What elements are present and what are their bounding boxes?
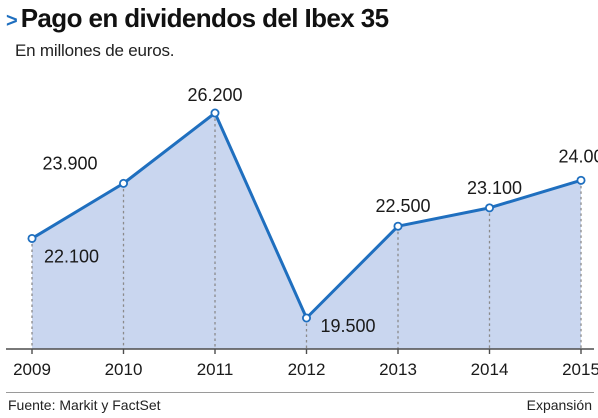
data-labels: 22.100 23.900 26.200 19.500 22.500 23.100 24.0… xyxy=(42,85,598,336)
data-point-2015 xyxy=(576,175,586,185)
data-point-2011 xyxy=(210,108,220,118)
x-tick-label-2009: 2009 xyxy=(13,360,51,379)
data-point-2014 xyxy=(484,203,494,213)
chart-subtitle: En millones de euros. xyxy=(15,41,175,60)
x-tick-label-2013: 2013 xyxy=(379,360,417,379)
data-label-2014: 23.100 xyxy=(467,178,522,198)
title-marker-icon: > xyxy=(6,10,18,32)
data-point-2010 xyxy=(119,178,129,188)
data-label-2011: 26.200 xyxy=(187,85,242,105)
x-tick-label-2011: 2011 xyxy=(197,360,234,379)
data-label-2012: 19.500 xyxy=(321,316,376,336)
source-note: Fuente: Markit y FactSet xyxy=(8,397,161,413)
chart-header: > Pago en dividendos del Ibex 35 En mill… xyxy=(0,0,598,62)
data-label-2010: 23.900 xyxy=(42,153,97,173)
x-tick-label-2012: 2012 xyxy=(288,360,326,379)
x-axis: 2009 2010 2011 2012 2013 2014 2015 xyxy=(6,348,598,379)
x-tick-label-2014: 2014 xyxy=(471,360,509,379)
data-point-2012 xyxy=(301,313,311,323)
area-layer xyxy=(32,113,581,349)
chart-title: Pago en dividendos del Ibex 35 xyxy=(20,3,389,33)
data-points xyxy=(27,108,586,323)
area-fill xyxy=(32,113,581,349)
brand-credit: Expansión xyxy=(526,397,592,413)
data-label-2015: 24.000 xyxy=(558,146,598,166)
footer-divider xyxy=(6,392,594,393)
x-tick-label-2010: 2010 xyxy=(105,360,143,379)
data-point-2013 xyxy=(393,221,403,231)
title-row: > Pago en dividendos del Ibex 35 xyxy=(6,3,389,34)
data-label-2009: 22.100 xyxy=(44,246,99,266)
drop-lines xyxy=(31,113,582,349)
data-label-2013: 22.500 xyxy=(375,196,430,216)
x-tick-label-2015: 2015 xyxy=(562,360,598,379)
data-point-2009 xyxy=(27,233,37,243)
